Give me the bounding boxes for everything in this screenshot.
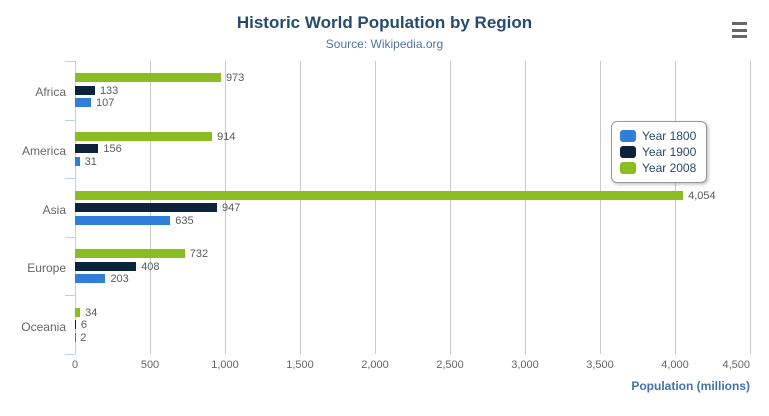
gridline xyxy=(750,61,751,354)
chart-title: Historic World Population by Region xyxy=(236,13,533,32)
legend-swatch-icon xyxy=(620,146,636,158)
category-label: Asia xyxy=(42,202,66,217)
gridline xyxy=(300,61,301,354)
data-label: 6 xyxy=(80,319,88,332)
bar-year-1800-europe[interactable] xyxy=(75,274,106,284)
chart-subtitle: Source: Wikipedia.org xyxy=(325,37,444,51)
bar-year-1900-africa[interactable] xyxy=(75,85,95,95)
category-label: Europe xyxy=(27,261,66,276)
hamburger-menu-icon xyxy=(732,22,747,25)
bar-year-1800-asia[interactable] xyxy=(75,215,171,225)
x-axis-tick-label: 3,000 xyxy=(511,359,539,371)
legend-item-year-2008[interactable]: Year 2008 xyxy=(620,160,696,176)
bar-year-1900-oceania[interactable] xyxy=(75,320,76,330)
legend-item-year-1800[interactable]: Year 1800 xyxy=(620,128,696,144)
category-label: Africa xyxy=(35,85,66,100)
bar-year-1800-africa[interactable] xyxy=(75,98,92,108)
legend-label: Year 1900 xyxy=(642,145,697,159)
data-label: 973 xyxy=(225,72,245,85)
x-axis-tick-label: 500 xyxy=(140,359,160,371)
data-label: 31 xyxy=(84,155,97,168)
category-axis-tick xyxy=(65,119,75,121)
x-axis-tick-label: 1,500 xyxy=(286,359,314,371)
bar-year-2008-europe[interactable] xyxy=(75,249,185,259)
legend-label: Year 2008 xyxy=(642,161,697,175)
x-axis-tick-label: 4,500 xyxy=(722,359,750,371)
category-axis-tick xyxy=(65,354,75,355)
x-axis-title: Population (millions) xyxy=(631,379,750,393)
data-label: 635 xyxy=(175,214,194,227)
hamburger-menu-icon xyxy=(732,35,747,38)
bar-year-1800-america[interactable] xyxy=(75,156,80,166)
x-axis-tick-label: 4,000 xyxy=(661,359,689,371)
data-label: 107 xyxy=(96,97,115,110)
gridline xyxy=(525,61,526,354)
data-label: 408 xyxy=(141,260,160,273)
data-label: 732 xyxy=(189,248,209,261)
category-axis-tick xyxy=(65,178,75,180)
x-axis-tick-label: 3,500 xyxy=(586,359,614,371)
category-label: Oceania xyxy=(21,319,66,334)
legend-swatch-icon xyxy=(620,162,636,174)
category-axis-tick xyxy=(65,236,75,238)
data-label: 914 xyxy=(217,130,236,143)
bar-year-2008-america[interactable] xyxy=(75,131,213,141)
data-label: 2 xyxy=(80,331,87,344)
x-axis-tick-label: 0 xyxy=(71,359,79,371)
bar-year-2008-asia[interactable] xyxy=(75,190,684,200)
data-label: 34 xyxy=(85,306,98,319)
gridline xyxy=(225,61,226,354)
legend-item-year-1900[interactable]: Year 1900 xyxy=(620,144,696,160)
gridline xyxy=(375,61,376,354)
category-axis-tick xyxy=(65,295,75,297)
bar-year-2008-africa[interactable] xyxy=(75,73,221,83)
data-label: 156 xyxy=(103,143,122,156)
hamburger-menu-icon xyxy=(732,28,747,32)
export-menu-button[interactable] xyxy=(730,21,750,39)
category-axis-tick xyxy=(65,61,75,62)
bar-year-1900-america[interactable] xyxy=(75,144,99,154)
legend: Year 1800 Year 1900 Year 2008 xyxy=(611,121,708,183)
data-label: 4,054 xyxy=(688,189,716,202)
x-axis-tick-label: 1,000 xyxy=(211,359,239,371)
data-label: 203 xyxy=(110,273,129,286)
bar-year-1900-europe[interactable] xyxy=(75,261,137,271)
category-label: America xyxy=(21,143,66,158)
bar-year-2008-oceania[interactable] xyxy=(75,307,81,317)
gridline xyxy=(675,61,676,354)
gridline xyxy=(450,61,451,354)
legend-swatch-icon xyxy=(620,130,636,142)
gridline xyxy=(600,61,601,354)
data-label: 947 xyxy=(222,202,241,214)
legend-label: Year 1800 xyxy=(642,129,697,143)
data-label: 133 xyxy=(99,84,119,97)
bar-year-1900-asia[interactable] xyxy=(75,203,218,212)
x-axis-tick-label: 2,500 xyxy=(436,359,464,371)
bar-year-1800-oceania[interactable] xyxy=(75,332,76,342)
x-axis-tick-label: 2,000 xyxy=(361,359,389,371)
